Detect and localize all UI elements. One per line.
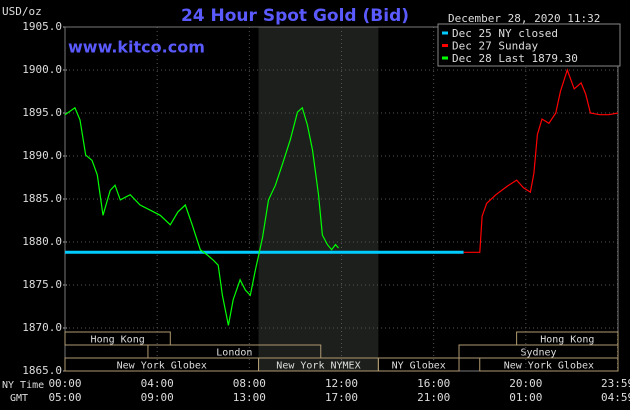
- session-bar: [64, 331, 171, 346]
- x-row-label: GMT: [10, 393, 28, 404]
- legend-box: [437, 23, 621, 67]
- y-tick-label: 1880.0: [22, 235, 62, 248]
- y-tick-label: 1870.0: [22, 321, 62, 334]
- y-tick-label: 1900.0: [22, 63, 62, 76]
- chart-title: 24 Hour Spot Gold (Bid): [181, 6, 409, 26]
- legend-label: Dec 27 Sunday: [452, 40, 538, 53]
- x-tick-label: 16:00: [417, 377, 450, 390]
- price-line: [463, 68, 619, 253]
- session-label: NY Globex: [392, 361, 446, 372]
- session-label: New York NYMEX: [276, 361, 360, 372]
- x-tick-label: 08:00: [233, 377, 266, 390]
- y-tick-label: 1905.0: [22, 20, 62, 33]
- x-tick-label-gmt: 09:00: [141, 391, 174, 404]
- y-axis-label: USD/oz: [2, 5, 42, 18]
- y-tick-label: 1865.0: [22, 364, 62, 377]
- x-tick-label: 04:00: [141, 377, 174, 390]
- session-label: Hong Kong: [540, 335, 594, 346]
- x-tick-label-gmt: 13:00: [233, 391, 266, 404]
- session-label: New York Globex: [504, 361, 594, 372]
- x-tick-label-gmt: 21:00: [417, 391, 450, 404]
- x-tick-label: 00:00: [48, 377, 81, 390]
- session-label: London: [216, 348, 252, 359]
- x-tick-label: 23:59: [601, 377, 630, 390]
- x-tick-label-gmt: 05:00: [48, 391, 81, 404]
- legend-label: Dec 25 NY closed: [452, 27, 558, 40]
- price-line: [64, 106, 339, 326]
- y-tick-label: 1890.0: [22, 149, 62, 162]
- x-row-label: NY Time: [2, 380, 44, 391]
- site-label: www.kitco.com: [68, 38, 205, 57]
- x-tick-label-gmt: 01:00: [509, 391, 542, 404]
- x-tick-label: 20:00: [509, 377, 542, 390]
- date-label: December 28, 2020 11:32: [448, 12, 600, 25]
- session-label: New York Globex: [117, 361, 207, 372]
- session-label: Hong Kong: [91, 335, 145, 346]
- session-bar: [479, 357, 619, 372]
- y-tick-label: 1895.0: [22, 106, 62, 119]
- legend-label: Dec 28 Last 1879.30: [452, 52, 578, 65]
- x-tick-label: 12:00: [325, 377, 358, 390]
- y-tick-label: 1875.0: [22, 278, 62, 291]
- x-tick-label-gmt: 04:59: [601, 391, 630, 404]
- session-bar: [377, 357, 460, 372]
- session-label: Sydney: [520, 348, 556, 359]
- x-tick-label-gmt: 17:00: [325, 391, 358, 404]
- y-tick-label: 1885.0: [22, 192, 62, 205]
